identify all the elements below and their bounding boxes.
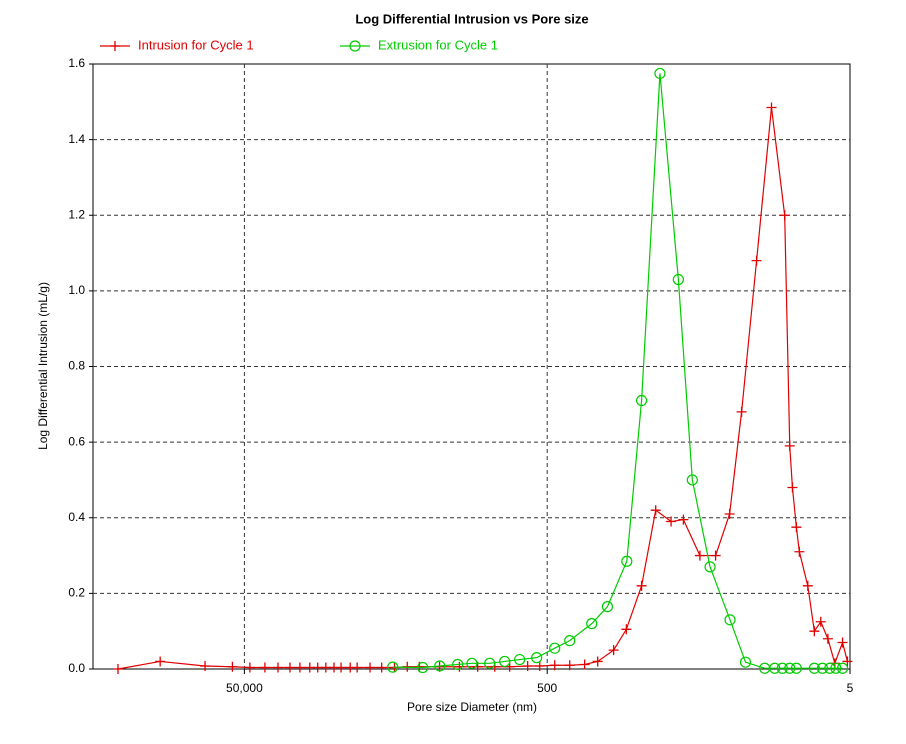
data-point	[724, 508, 735, 519]
data-point	[112, 664, 123, 674]
data-point	[601, 601, 614, 613]
data-point	[579, 659, 590, 670]
data-point	[842, 656, 853, 667]
data-point	[686, 474, 698, 486]
series-line	[392, 73, 843, 669]
data-point	[836, 662, 849, 674]
data-point	[704, 561, 716, 573]
data-point	[736, 406, 747, 417]
y-tick-label: 0.2	[68, 586, 85, 600]
data-point	[724, 614, 736, 626]
data-point	[417, 661, 429, 674]
y-tick-label: 0.0	[68, 661, 85, 675]
data-point	[791, 522, 802, 533]
data-point	[837, 637, 848, 648]
data-point	[608, 645, 619, 656]
data-point	[784, 662, 796, 674]
data-point	[751, 255, 762, 266]
data-point	[534, 660, 545, 671]
y-tick-label: 0.8	[68, 359, 85, 373]
data-point	[376, 662, 387, 673]
data-point	[466, 657, 478, 669]
data-point	[272, 662, 283, 673]
data-point	[244, 662, 255, 673]
data-point	[549, 660, 560, 671]
data-point	[739, 656, 752, 668]
data-point	[769, 662, 781, 674]
data-point	[790, 662, 802, 674]
data-point	[808, 662, 820, 674]
data-point	[635, 394, 648, 407]
legend-label: Extrusion for Cycle 1	[378, 37, 498, 52]
data-point	[822, 633, 833, 644]
data-point	[365, 662, 376, 673]
data-point	[336, 662, 347, 673]
data-point	[621, 555, 633, 567]
y-tick-label: 1.6	[68, 56, 85, 70]
data-point	[484, 657, 496, 669]
data-point	[794, 546, 805, 557]
data-point	[499, 655, 511, 668]
data-point	[787, 482, 798, 493]
data-point	[586, 618, 598, 630]
data-point	[514, 653, 526, 666]
data-point	[809, 626, 820, 637]
y-tick-label: 1.2	[68, 207, 85, 221]
data-point	[815, 616, 826, 627]
legend-marker	[349, 40, 361, 52]
series-line	[117, 107, 849, 670]
data-point	[636, 580, 647, 591]
data-point	[227, 661, 238, 672]
data-point	[284, 662, 295, 673]
data-point	[824, 662, 836, 674]
x-tick-label: 500	[537, 681, 557, 695]
data-point	[830, 662, 842, 674]
y-tick-label: 0.6	[68, 434, 85, 448]
x-tick-label: 50,000	[226, 681, 263, 695]
data-point	[779, 210, 790, 221]
data-point	[387, 661, 399, 673]
data-point	[710, 550, 721, 561]
data-point	[352, 662, 363, 673]
data-point	[666, 516, 677, 527]
x-axis-label: Pore size Diameter (nm)	[407, 700, 537, 714]
y-tick-label: 1.0	[68, 283, 85, 297]
data-point	[694, 550, 705, 561]
x-tick-label: 5	[847, 681, 854, 695]
y-tick-label: 1.4	[68, 132, 85, 146]
data-point	[802, 580, 813, 591]
data-point	[522, 660, 533, 671]
data-point	[259, 662, 270, 673]
y-axis-label: Log Differential Intrusion (mL/g)	[36, 282, 50, 450]
data-point	[564, 635, 576, 647]
data-point	[621, 624, 632, 635]
data-point	[776, 662, 788, 674]
data-point	[678, 514, 689, 525]
data-point	[816, 662, 829, 674]
data-point	[434, 660, 446, 672]
data-point	[654, 67, 666, 80]
chart-title: Log Differential Intrusion vs Pore size	[355, 11, 588, 26]
data-point	[549, 642, 561, 654]
data-point	[650, 505, 661, 516]
legend-label: Intrusion for Cycle 1	[138, 37, 254, 52]
legend-marker	[110, 41, 120, 51]
data-point	[672, 273, 684, 286]
y-tick-label: 0.4	[68, 510, 85, 524]
data-point	[766, 102, 777, 113]
data-point	[531, 652, 543, 664]
data-point	[564, 660, 575, 671]
data-point	[592, 656, 603, 667]
data-point	[200, 660, 211, 671]
data-point	[784, 440, 795, 451]
data-point	[452, 658, 464, 671]
data-point	[155, 656, 166, 667]
data-point	[294, 662, 305, 673]
